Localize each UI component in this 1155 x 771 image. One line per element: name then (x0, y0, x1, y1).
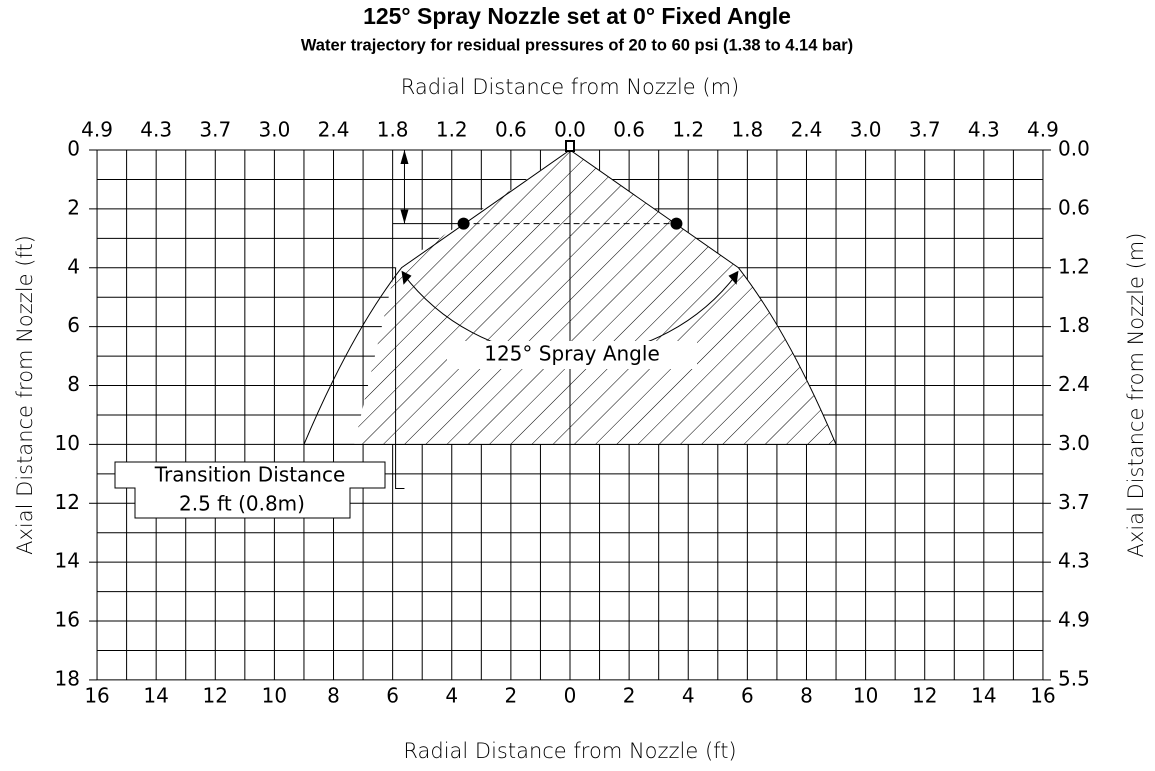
bottom-tick-label: 10 (853, 684, 878, 708)
top-tick-label: 4.9 (81, 118, 113, 142)
top-tick-label: 1.8 (731, 118, 763, 142)
top-tick-label: 0.6 (495, 118, 527, 142)
top-tick-label: 1.8 (377, 118, 409, 142)
top-tick-label: 2.4 (791, 118, 823, 142)
subtitle: Water trajectory for residual pressures … (301, 36, 853, 54)
arrow (400, 150, 409, 164)
left-tick-label: 10 (55, 431, 80, 455)
right-tick-label: 4.3 (1058, 549, 1090, 573)
bottom-tick-label: 12 (912, 684, 937, 708)
bottom-tick-label: 16 (1030, 684, 1055, 708)
top-tick-label: 4.3 (140, 118, 172, 142)
top-tick-label: 1.2 (672, 118, 704, 142)
arrow (728, 270, 739, 285)
top-axis-label: Radial Distance from Nozzle (m) (401, 75, 739, 99)
top-tick-label: 1.2 (436, 118, 468, 142)
top-tick-label: 0.0 (554, 118, 586, 142)
bottom-tick-label: 2 (623, 684, 636, 708)
bottom-tick-label: 6 (741, 684, 754, 708)
left-tick-label: 8 (67, 372, 80, 396)
label-box (114, 461, 386, 519)
tick-labels: 4.9 4.3 3.7 3.0 2.4 1.8 1.2 0.6 0.0 0.6 1.2 1.8 2.4 3… (55, 118, 1090, 708)
bottom-tick-label: 14 (143, 684, 168, 708)
transition-value: 2.5 ft (0.8m) (179, 492, 305, 516)
bottom-tick-label: 14 (971, 684, 996, 708)
bottom-tick-label: 8 (800, 684, 813, 708)
bottom-tick-label: 2 (505, 684, 518, 708)
spray-angle-label: 125° Spray Angle (484, 342, 660, 366)
title: 125° Spray Nozzle set at 0° Fixed Angle (363, 3, 791, 29)
right-axis-label: Axial Distance from Nozzle (m) (1124, 233, 1148, 558)
top-tick-label: 3.0 (258, 118, 290, 142)
label-box (447, 341, 697, 369)
top-tick-label: 2.4 (318, 118, 350, 142)
leader-line (395, 267, 405, 490)
bottom-tick-label: 12 (203, 684, 228, 708)
bottom-tick-label: 4 (445, 684, 458, 708)
left-tick-label: 4 (67, 254, 80, 278)
bottom-axis-label: Radial Distance from Nozzle (ft) (403, 739, 736, 763)
right-tick-label: 5.5 (1058, 666, 1090, 690)
left-tick-label: 0 (67, 137, 80, 161)
right-tick-label: 3.7 (1058, 490, 1090, 514)
right-tick-label: 4.9 (1058, 608, 1090, 632)
arrow (401, 270, 412, 285)
right-tick-label: 0.6 (1058, 195, 1090, 219)
nozzle (565, 140, 575, 152)
spray-pattern: 125° Spray Angle Transition Distance 2.5 f… (114, 140, 837, 622)
left-axis-label: Axial Distance from Nozzle (ft) (13, 235, 37, 555)
left-tick-label: 6 (67, 313, 80, 337)
top-tick-label: 3.7 (199, 118, 231, 142)
bottom-tick-label: 10 (262, 684, 287, 708)
right-tick-label: 1.2 (1058, 254, 1090, 278)
dot (670, 217, 683, 230)
bottom-tick-label: 16 (84, 684, 109, 708)
dot (457, 217, 470, 230)
left-tick-label: 18 (55, 666, 80, 690)
top-tick-label: 3.7 (909, 118, 941, 142)
transition-label: Transition Distance (154, 463, 346, 487)
right-tick-label: 3.0 (1058, 431, 1090, 455)
left-tick-label: 14 (55, 549, 80, 573)
top-tick-label: 4.3 (968, 118, 1000, 142)
top-tick-label: 3.0 (850, 118, 882, 142)
arrow (400, 209, 409, 224)
top-tick-label: 4.9 (1027, 118, 1059, 142)
top-tick-label: 0.6 (613, 118, 645, 142)
left-tick-label: 2 (67, 195, 80, 219)
bottom-tick-label: 4 (682, 684, 695, 708)
right-tick-label: 0.0 (1058, 137, 1090, 161)
right-tick-label: 2.4 (1058, 372, 1090, 396)
bottom-tick-label: 8 (327, 684, 340, 708)
right-tick-label: 1.8 (1058, 313, 1090, 337)
left-tick-label: 12 (55, 490, 80, 514)
spray-outline (303, 149, 837, 445)
left-tick-label: 16 (55, 608, 80, 632)
bottom-tick-label: 6 (386, 684, 399, 708)
bottom-tick-label: 0 (564, 684, 577, 708)
